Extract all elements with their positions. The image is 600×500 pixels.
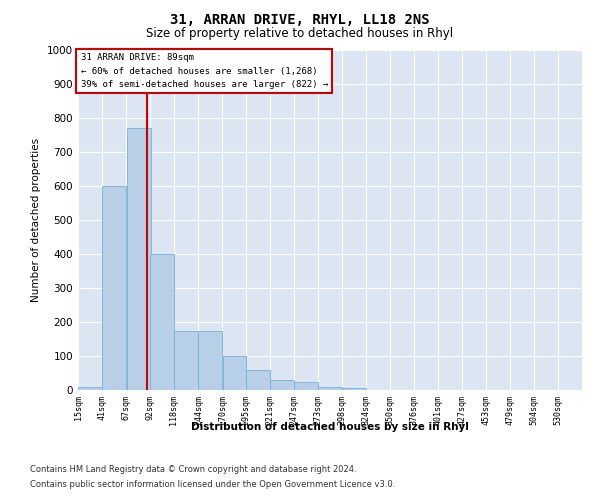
Y-axis label: Number of detached properties: Number of detached properties <box>31 138 41 302</box>
Text: Contains HM Land Registry data © Crown copyright and database right 2024.: Contains HM Land Registry data © Crown c… <box>30 465 356 474</box>
Bar <box>174 330 198 390</box>
Bar <box>270 380 294 390</box>
Bar <box>342 388 366 390</box>
Bar <box>246 370 270 390</box>
Bar <box>319 386 343 390</box>
Text: 31, ARRAN DRIVE, RHYL, LL18 2NS: 31, ARRAN DRIVE, RHYL, LL18 2NS <box>170 12 430 26</box>
Text: Distribution of detached houses by size in Rhyl: Distribution of detached houses by size … <box>191 422 469 432</box>
Bar <box>199 330 222 390</box>
Bar <box>103 186 127 390</box>
Bar <box>78 386 102 390</box>
Text: Contains public sector information licensed under the Open Government Licence v3: Contains public sector information licen… <box>30 480 395 489</box>
Bar <box>150 254 174 390</box>
Bar <box>294 382 318 390</box>
Text: 31 ARRAN DRIVE: 89sqm
← 60% of detached houses are smaller (1,268)
39% of semi-d: 31 ARRAN DRIVE: 89sqm ← 60% of detached … <box>80 54 328 89</box>
Bar <box>223 356 247 390</box>
Text: Size of property relative to detached houses in Rhyl: Size of property relative to detached ho… <box>146 28 454 40</box>
Bar <box>127 128 151 390</box>
